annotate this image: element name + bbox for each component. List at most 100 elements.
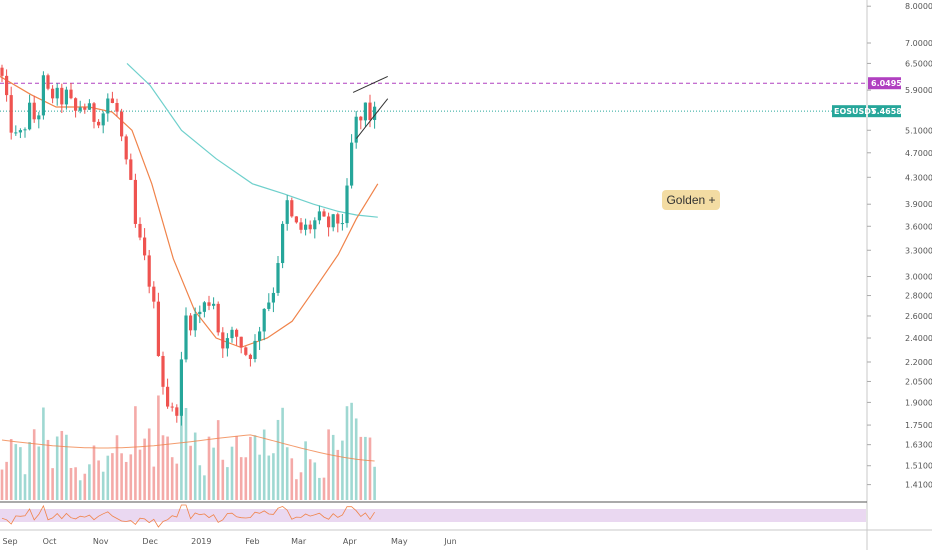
volume-bar [51, 468, 54, 500]
candle-body [207, 302, 211, 306]
volume-bar [180, 414, 183, 500]
volume-bar [157, 395, 160, 500]
candle-body [64, 89, 68, 105]
candle-body [336, 214, 340, 224]
candle-body [363, 102, 367, 121]
volume-bar [46, 439, 50, 500]
y-tick-label: 6.5000 [905, 59, 932, 68]
resistance-badge [868, 77, 901, 90]
volume-bar [290, 458, 294, 500]
candle-body [193, 314, 197, 331]
x-tick-label: Sep [2, 537, 17, 546]
y-tick-label: 3.9000 [905, 200, 932, 209]
y-tick-label: 5.9000 [905, 86, 932, 95]
volume-bar [92, 445, 96, 500]
candle-body [290, 200, 294, 217]
y-tick-label: 1.7500 [905, 421, 932, 430]
candle-body [0, 67, 4, 76]
candle-body [221, 332, 225, 349]
volume-bar [69, 467, 73, 500]
y-tick-label: 3.6000 [905, 222, 932, 231]
volume-bar [111, 453, 114, 500]
volume-bar [345, 406, 349, 500]
volume-bar [276, 419, 280, 500]
volume-bar [327, 429, 330, 500]
candle-body [248, 354, 252, 359]
candle-body [368, 102, 372, 120]
candle-body [28, 102, 32, 130]
candle-body [138, 223, 142, 238]
volume-bar [299, 472, 303, 500]
symbol-badge [832, 105, 866, 118]
volume-bar [212, 447, 215, 500]
volume-bar [359, 436, 363, 500]
volume-bar [373, 466, 376, 500]
candle-body [41, 75, 45, 116]
volume-bar [258, 454, 261, 500]
volume-bar [83, 473, 87, 500]
y-tick-label: 1.9000 [905, 398, 932, 407]
candle-body [23, 129, 27, 131]
candle-body [14, 132, 18, 134]
candle-body [359, 116, 363, 121]
candle-body [175, 407, 179, 416]
candle-body [313, 220, 317, 230]
volume-bar [78, 480, 82, 500]
candle-body [340, 223, 344, 225]
volume-bar [23, 474, 27, 500]
volume-bar [147, 428, 151, 500]
volume-bar [331, 434, 335, 500]
volume-bar [322, 477, 326, 500]
volume-bar [143, 438, 146, 500]
resistance-badge-text: 6.0495 [871, 79, 902, 88]
volume-bar [120, 453, 123, 500]
y-tick-label: 1.4100 [905, 481, 932, 490]
candle-body [124, 136, 128, 160]
volume-bar [272, 453, 275, 500]
candle-body [129, 159, 133, 180]
candle-body [97, 121, 101, 126]
volume-bar [221, 459, 225, 500]
volume-bar [239, 457, 243, 500]
volume-bar [285, 447, 289, 500]
y-tick-label: 1.6300 [905, 441, 932, 450]
candle-body [189, 315, 193, 331]
volume-bar [175, 463, 179, 500]
candle-body [322, 211, 326, 217]
candle-body [212, 303, 216, 306]
volume-bar [267, 455, 271, 500]
volume-bar [74, 467, 77, 500]
rsi-line [1, 504, 375, 528]
golden-cross-annotation[interactable]: Golden + [662, 190, 720, 210]
candle-body [354, 116, 358, 143]
candle-body [60, 87, 64, 105]
volume-bar [184, 408, 188, 500]
candle-body [161, 355, 165, 387]
last-price-value-badge-text: 5.4658 [871, 107, 902, 116]
volume-bar [9, 439, 13, 500]
candle-body [55, 87, 59, 99]
volume-bar [115, 435, 119, 500]
candle-body [69, 89, 73, 99]
volume-bar [244, 457, 248, 500]
x-tick-label: Mar [291, 537, 307, 546]
y-tick-label: 8.0000 [905, 2, 932, 11]
candle-body [253, 340, 257, 359]
volume-bar [281, 407, 284, 500]
volume-bar [129, 454, 133, 500]
candle-body [133, 179, 137, 224]
volume-bar [304, 441, 307, 500]
volume-bar [198, 465, 202, 500]
x-tick-label: Dec [142, 537, 157, 546]
rsi-band [0, 509, 866, 522]
volume-bar [313, 462, 317, 500]
candle-body [78, 107, 82, 111]
volume-bar [336, 449, 340, 500]
candle-body [230, 329, 234, 339]
candle-body [225, 338, 229, 349]
candle-body [83, 107, 87, 110]
volume-bar [97, 460, 100, 500]
volume-bar [5, 461, 8, 500]
volume-bar [134, 406, 137, 500]
